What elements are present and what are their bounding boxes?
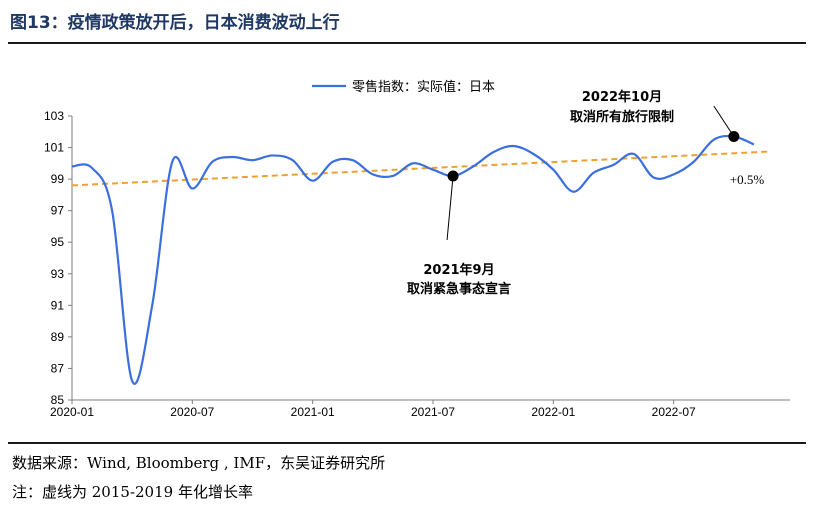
marker-leader-line — [713, 105, 735, 137]
retail-index-line — [71, 134, 755, 385]
x-tick-label: 2020-01 — [50, 405, 94, 419]
marker-leader-line — [446, 175, 454, 241]
top-rule — [8, 42, 806, 44]
y-tick-label: 93 — [51, 267, 65, 281]
chart-axes — [71, 116, 790, 401]
y-tick-label: 95 — [51, 235, 65, 249]
y-tick-label: 97 — [51, 204, 65, 218]
y-tick-label: 101 — [44, 141, 64, 155]
bottom-rule — [8, 442, 806, 444]
annotation-label: 2022年10月 — [582, 89, 662, 105]
y-tick-label: 85 — [51, 393, 65, 407]
annotation-label: 取消紧急事态宣言 — [407, 281, 511, 297]
y-tick-label: 99 — [51, 172, 65, 186]
y-tick-label: 91 — [51, 298, 65, 312]
y-tick-label: 103 — [44, 109, 64, 123]
footnote: 注：虚线为 2015-2019 年化增长率 — [12, 483, 253, 501]
x-tick-label: 2021-07 — [411, 405, 455, 419]
growth-rate-label: +0.5% — [730, 172, 765, 187]
y-tick-labels: 103 101 99 97 95 93 91 89 87 85 — [44, 109, 72, 407]
chart-legend: 零售指数：实际值：日本 — [312, 79, 495, 95]
y-tick-label: 89 — [51, 330, 65, 344]
y-tick-label: 87 — [51, 361, 65, 375]
annotation-label: 2021年9月 — [423, 262, 494, 278]
figure-title: 图13：疫情政策放开后，日本消费波动上行 — [10, 13, 340, 33]
x-tick-label: 2020-07 — [170, 405, 214, 419]
trend-dashed-line — [71, 150, 769, 187]
annotation-label: 取消所有旅行限制 — [570, 109, 674, 125]
source-note: 数据来源：Wind, Bloomberg , IMF，东吴证券研究所 — [12, 454, 386, 472]
x-tick-label: 2022-01 — [531, 405, 575, 419]
legend-label: 零售指数：实际值：日本 — [352, 79, 495, 95]
x-tick-labels: 2020-01 2020-07 2021-01 2021-07 2022-01 2022-… — [50, 400, 696, 419]
x-tick-label: 2022-07 — [652, 405, 696, 419]
chart-series — [71, 134, 769, 385]
x-tick-label: 2021-01 — [291, 405, 335, 419]
